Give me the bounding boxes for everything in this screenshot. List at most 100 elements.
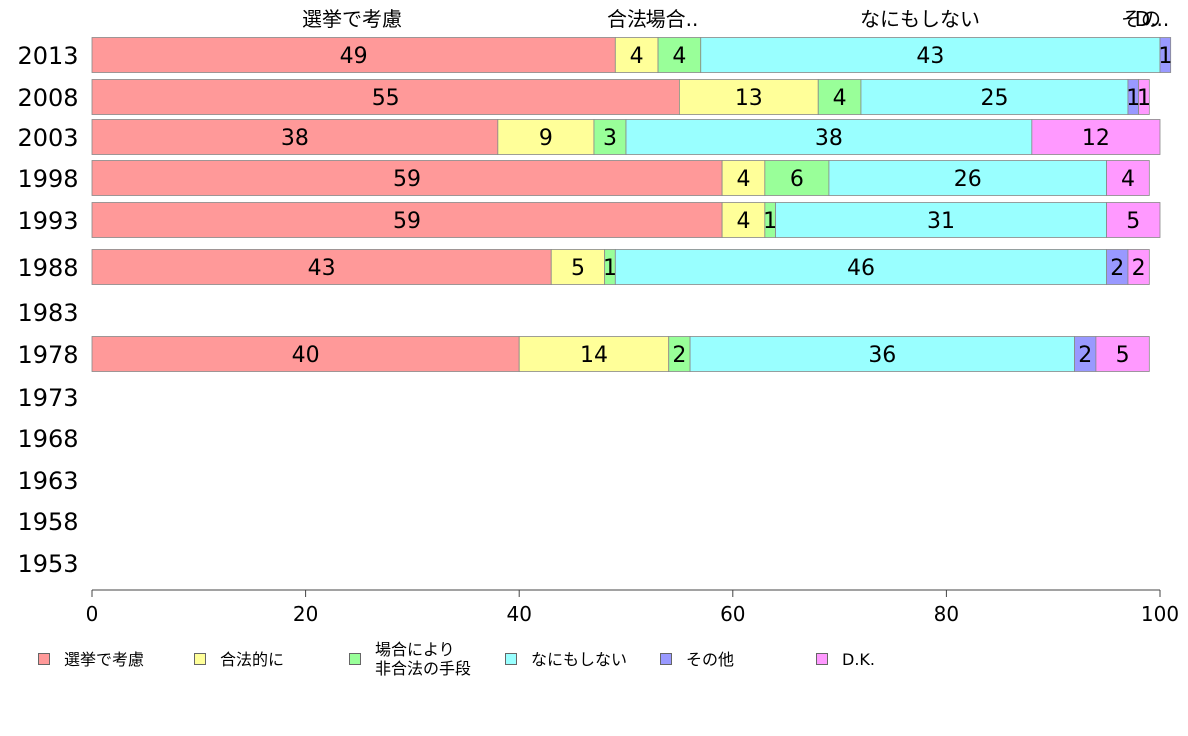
x-tick-label: 60 — [720, 602, 745, 626]
bar-value-label: 40 — [292, 343, 320, 368]
bar-segment — [775, 202, 1108, 238]
bar-segment — [625, 119, 1033, 155]
bar-value-label: 1 — [1137, 86, 1151, 111]
bar-segment — [700, 37, 1161, 73]
bar-value-label: 4 — [736, 209, 750, 234]
bar-segment — [593, 119, 627, 155]
bar-segment — [614, 37, 659, 73]
legend-swatch — [505, 653, 517, 665]
legend-label: 合法的に — [220, 650, 285, 669]
legend-swatch — [349, 653, 361, 665]
category-label: 1988 — [17, 254, 78, 282]
bar-value-label: 1 — [1126, 86, 1140, 111]
bar-value-label: 9 — [539, 126, 553, 151]
legend-item: その他 — [660, 640, 734, 669]
bar-segment — [1127, 249, 1150, 285]
bar-value-label: 59 — [393, 167, 421, 192]
legend: 選挙で考慮 合法的に 場合により 非合法の手段 なにもしない その他 D.K. — [38, 640, 1158, 690]
bar-value-label: 2 — [1078, 343, 1092, 368]
bar-segment — [550, 249, 606, 285]
bar-value-label: 3 — [603, 126, 617, 151]
bar-value-label: 4 — [1121, 167, 1135, 192]
bar-value-label: 14 — [580, 343, 608, 368]
bar-value-label: 5 — [1116, 343, 1130, 368]
legend-item: 選挙で考慮 — [38, 640, 144, 669]
bar-segment — [1106, 160, 1150, 196]
bar-value-label: 6 — [790, 167, 804, 192]
bar-segment — [721, 202, 766, 238]
bar-segment — [91, 160, 723, 196]
bar-segment — [497, 119, 595, 155]
category-label: 1993 — [17, 207, 78, 235]
bar-segment — [518, 336, 670, 372]
bar-segment — [91, 79, 680, 115]
bar-value-label: 55 — [372, 86, 400, 111]
category-label: 1983 — [17, 299, 78, 327]
legend-swatch — [194, 653, 206, 665]
bar-value-label: 4 — [833, 86, 847, 111]
bar-value-label: 2 — [1110, 256, 1124, 281]
legend-item: 合法的に — [194, 640, 284, 669]
bar-segment — [1095, 336, 1150, 372]
bar-segment — [91, 37, 616, 73]
legend-item: 場合により 非合法の手段 — [349, 640, 471, 678]
bar-value-label: 4 — [630, 44, 644, 69]
bar-value-label: 5 — [571, 256, 585, 281]
bar-value-label: 49 — [340, 44, 368, 69]
segment-top-label: その — [1121, 7, 1161, 31]
bar-value-label: 59 — [393, 209, 421, 234]
bar-value-label: 25 — [980, 86, 1008, 111]
bar-value-label: 13 — [735, 86, 763, 111]
legend-swatch — [38, 653, 50, 665]
bar-value-label: 1 — [763, 209, 777, 234]
category-label: 1968 — [17, 425, 78, 453]
segment-top-label: なにもしない — [860, 7, 980, 31]
category-label: 2013 — [17, 42, 78, 70]
bar-value-label: 43 — [308, 256, 336, 281]
bar-segment — [860, 79, 1129, 115]
bar-segment — [657, 37, 702, 73]
segment-top-label: D... — [1135, 7, 1169, 31]
bar-segment — [91, 336, 520, 372]
bar-value-label: 2 — [672, 343, 686, 368]
bar-value-label: 31 — [927, 209, 955, 234]
bar-segment — [764, 160, 830, 196]
category-label: 2003 — [17, 124, 78, 152]
bar-segment — [1138, 79, 1150, 115]
legend-label: その他 — [686, 650, 735, 669]
segment-top-label: 選挙で考慮 — [302, 7, 402, 31]
bar-segment — [817, 79, 862, 115]
bar-segment — [1031, 119, 1161, 155]
legend-item: D.K. — [816, 640, 875, 669]
legend-item: なにもしない — [505, 640, 627, 669]
legend-swatch — [660, 653, 672, 665]
legend-label: 場合により 非合法の手段 — [375, 640, 472, 678]
legend-label: なにもしない — [531, 650, 628, 669]
bar-segment — [1106, 202, 1161, 238]
legend-label: D.K. — [842, 650, 875, 669]
category-label: 2008 — [17, 84, 78, 112]
bar-value-label: 38 — [815, 126, 843, 151]
legend-label: 選挙で考慮 — [64, 650, 145, 669]
bar-value-label: 26 — [954, 167, 982, 192]
bar-segment — [828, 160, 1107, 196]
category-label: 1973 — [17, 384, 78, 412]
x-tick-label: 100 — [1141, 602, 1179, 626]
bar-value-label: 4 — [672, 44, 686, 69]
bar-value-label: 46 — [847, 256, 875, 281]
segment-top-label: 場合.. — [646, 7, 699, 31]
bar-segment — [91, 249, 552, 285]
bar-value-label: 2 — [1132, 256, 1146, 281]
x-tick-label: 0 — [86, 602, 99, 626]
stacked-bar-chart: 2013200820031998199319881983197819731968… — [17, 7, 1179, 626]
category-label: 1953 — [17, 550, 78, 578]
bar-value-label: 4 — [736, 167, 750, 192]
bar-value-label: 1 — [1158, 44, 1172, 69]
category-label: 1978 — [17, 341, 78, 369]
category-label: 1958 — [17, 508, 78, 536]
bar-value-label: 43 — [916, 44, 944, 69]
category-label: 1998 — [17, 165, 78, 193]
legend-swatch — [816, 653, 828, 665]
bar-value-label: 36 — [868, 343, 896, 368]
bar-value-label: 12 — [1082, 126, 1110, 151]
